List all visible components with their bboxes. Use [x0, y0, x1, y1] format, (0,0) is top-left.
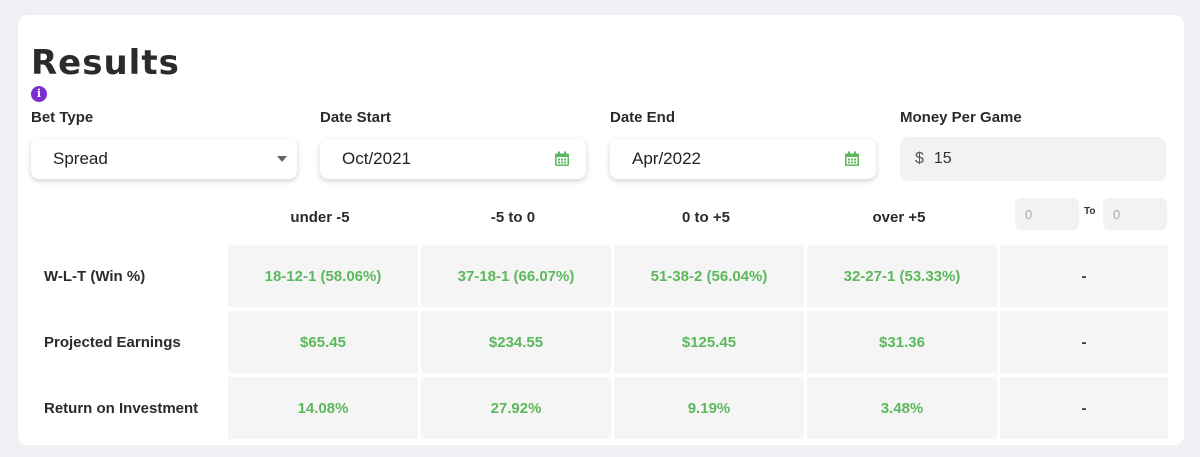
row-label-wlt: W-L-T (Win %) [44, 268, 146, 285]
calendar-icon[interactable] [554, 151, 570, 167]
table-cell: 9.19% [614, 377, 804, 439]
column-header-minus-5-to-0: -5 to 0 [490, 209, 536, 226]
table-cell: 3.48% [807, 377, 997, 439]
table-cell: 51-38-2 (56.04%) [614, 245, 804, 307]
bet-type-select[interactable]: Spread [31, 139, 297, 179]
date-end-label: Date End [610, 109, 676, 126]
table-cell: - [1000, 245, 1168, 307]
money-per-game-label: Money Per Game [900, 109, 1022, 126]
table-cell: $125.45 [614, 311, 804, 373]
results-card: Results i Bet Type Date Start Date End M… [18, 15, 1184, 445]
table-cell: 14.08% [228, 377, 418, 439]
bet-type-value: Spread [53, 149, 108, 168]
info-icon[interactable]: i [31, 86, 47, 102]
table-cell: $65.45 [228, 311, 418, 373]
column-header-over-plus-5: over +5 [872, 209, 926, 226]
date-end-picker[interactable]: Apr/2022 [610, 139, 876, 179]
range-from-input[interactable]: 0 [1015, 198, 1079, 230]
bet-type-label: Bet Type [31, 109, 94, 126]
table-cell: 18-12-1 (58.06%) [228, 245, 418, 307]
date-start-picker[interactable]: Oct/2021 [320, 139, 586, 179]
column-header-0-to-plus-5: 0 to +5 [682, 209, 730, 226]
table-cell: 37-18-1 (66.07%) [421, 245, 611, 307]
page-title: Results [31, 43, 180, 83]
table-cell: - [1000, 377, 1168, 439]
table-cell: $234.55 [421, 311, 611, 373]
money-per-game-input[interactable]: $ 15 [900, 137, 1166, 181]
money-per-game-value: 15 [933, 150, 952, 167]
calendar-icon[interactable] [844, 151, 860, 167]
date-start-label: Date Start [320, 109, 391, 126]
range-to-label: To [1084, 206, 1096, 217]
range-to-input[interactable]: 0 [1103, 198, 1167, 230]
row-label-roi: Return on Investment [44, 400, 199, 417]
date-end-value: Apr/2022 [632, 149, 701, 168]
table-cell: - [1000, 311, 1168, 373]
chevron-down-icon [277, 156, 287, 162]
date-start-value: Oct/2021 [342, 149, 411, 168]
row-label-projected-earnings: Projected Earnings [44, 334, 181, 351]
column-header-under-minus-5: under -5 [290, 209, 350, 226]
currency-symbol: $ [915, 150, 924, 167]
table-cell: 32-27-1 (53.33%) [807, 245, 997, 307]
table-cell: 27.92% [421, 377, 611, 439]
table-cell: $31.36 [807, 311, 997, 373]
